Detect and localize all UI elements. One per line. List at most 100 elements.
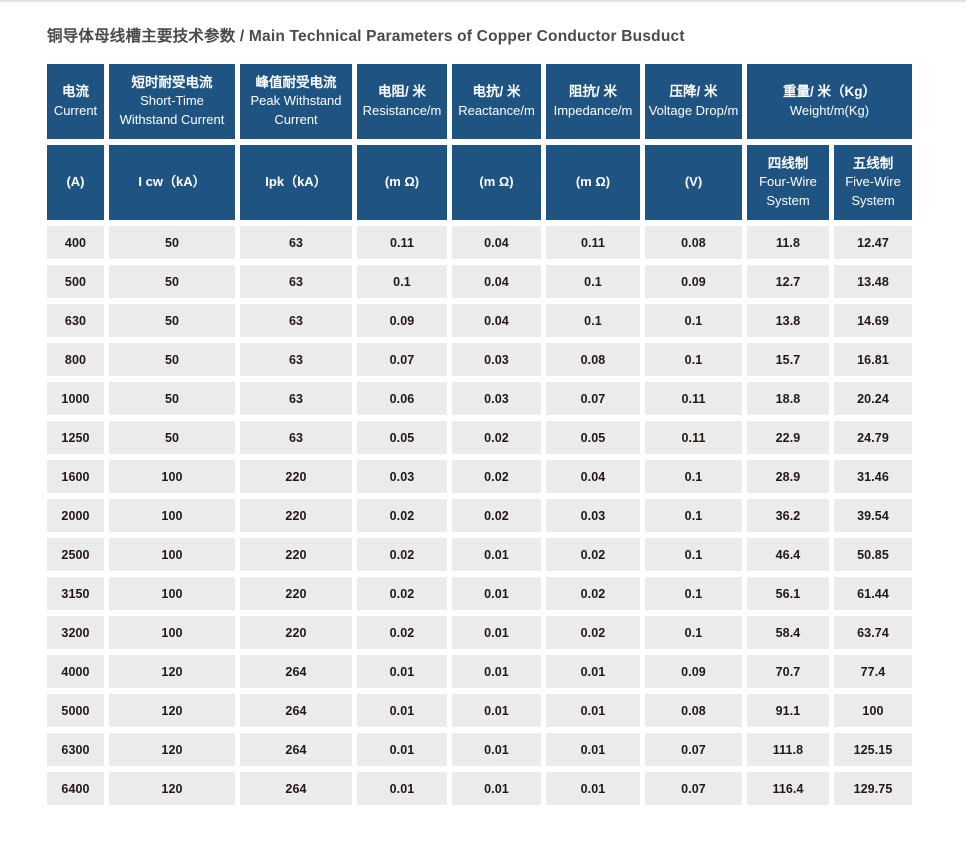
data-cell: 0.02 — [546, 616, 640, 649]
unit-cell-mohm-impedance: (m Ω) — [546, 145, 640, 220]
unit-cell-mohm-resistance: (m Ω) — [357, 145, 447, 220]
data-cell: 3200 — [47, 616, 104, 649]
data-cell: 5000 — [47, 694, 104, 727]
unit-cell-icw: I cw（kA） — [109, 145, 235, 220]
data-cell: 50 — [109, 226, 235, 259]
data-cell: 63 — [240, 304, 352, 337]
header-cell-current: 电流 Current — [47, 64, 104, 139]
data-cell: 0.03 — [452, 382, 541, 415]
header-zh: 峰值耐受电流 — [255, 74, 337, 90]
unit-cell-volts: (V) — [645, 145, 742, 220]
data-cell: 111.8 — [747, 733, 829, 766]
data-cell: 50 — [109, 421, 235, 454]
data-cell: 46.4 — [747, 538, 829, 571]
data-cell: 50 — [109, 343, 235, 376]
data-cell: 70.7 — [747, 655, 829, 688]
data-cell: 0.1 — [645, 343, 742, 376]
data-cell: 100 — [109, 460, 235, 493]
data-cell: 0.05 — [357, 421, 447, 454]
data-cell: 0.09 — [645, 655, 742, 688]
data-cell: 800 — [47, 343, 104, 376]
header-en: Five-Wire System — [845, 174, 901, 209]
data-cell: 0.03 — [546, 499, 640, 532]
header-cell-voltage-drop: 压降/ 米 Voltage Drop/m — [645, 64, 742, 139]
data-cell: 77.4 — [834, 655, 912, 688]
data-cell: 63 — [240, 343, 352, 376]
header-en: Impedance/m — [553, 102, 633, 118]
parameters-table: 电流 Current 短时耐受电流 Short-Time Withstand C… — [47, 64, 913, 805]
data-cell: 0.11 — [645, 382, 742, 415]
header-zh: 阻抗/ 米 — [568, 84, 617, 100]
unit-label: Ipk（kA） — [265, 174, 327, 190]
data-cell: 6300 — [47, 733, 104, 766]
header-zh: 电阻/ 米 — [377, 84, 426, 100]
data-cell: 0.09 — [645, 265, 742, 298]
data-cell: 0.01 — [452, 616, 541, 649]
header-zh: 电流 — [62, 84, 89, 100]
header-cell-impedance: 阻抗/ 米 Impedance/m — [546, 64, 640, 139]
data-cell: 0.01 — [452, 538, 541, 571]
data-cell: 125.15 — [834, 733, 912, 766]
data-cell: 0.01 — [357, 694, 447, 727]
data-cell: 6400 — [47, 772, 104, 805]
data-cell: 2000 — [47, 499, 104, 532]
data-cell: 100 — [109, 616, 235, 649]
header-zh: 四线制 — [767, 155, 809, 171]
data-cell: 0.03 — [357, 460, 447, 493]
data-cell: 1250 — [47, 421, 104, 454]
data-cell: 2500 — [47, 538, 104, 571]
data-cell: 0.1 — [645, 460, 742, 493]
data-cell: 0.04 — [452, 265, 541, 298]
data-cell: 264 — [240, 733, 352, 766]
data-cell: 0.1 — [645, 577, 742, 610]
data-cell: 220 — [240, 577, 352, 610]
data-cell: 0.11 — [546, 226, 640, 259]
data-cell: 0.02 — [452, 460, 541, 493]
data-cell: 28.9 — [747, 460, 829, 493]
header-cell-weight: 重量/ 米（Kg） Weight/m(Kg) — [747, 64, 912, 139]
header-cell-peak-withstand: 峰值耐受电流 Peak Withstand Current — [240, 64, 352, 139]
unit-label: (V) — [684, 174, 703, 190]
data-cell: 13.48 — [834, 265, 912, 298]
unit-label: I cw（kA） — [138, 174, 206, 190]
data-cell: 13.8 — [747, 304, 829, 337]
data-cell: 18.8 — [747, 382, 829, 415]
data-cell: 0.01 — [546, 772, 640, 805]
data-cell: 0.01 — [452, 772, 541, 805]
data-cell: 15.7 — [747, 343, 829, 376]
data-cell: 0.02 — [357, 577, 447, 610]
data-cell: 0.01 — [452, 655, 541, 688]
data-cell: 100 — [834, 694, 912, 727]
data-cell: 50 — [109, 304, 235, 337]
data-cell: 0.04 — [546, 460, 640, 493]
data-cell: 0.1 — [546, 265, 640, 298]
header-zh: 重量/ 米（Kg） — [783, 84, 876, 100]
unit-cell-amps: (A) — [47, 145, 104, 220]
data-cell: 0.11 — [357, 226, 447, 259]
data-cell: 0.01 — [357, 772, 447, 805]
data-cell: 0.07 — [645, 772, 742, 805]
data-cell: 61.44 — [834, 577, 912, 610]
data-cell: 0.01 — [452, 694, 541, 727]
data-cell: 50 — [109, 265, 235, 298]
header-en: Short-Time Withstand Current — [119, 93, 225, 128]
data-cell: 100 — [109, 499, 235, 532]
header-cell-resistance: 电阻/ 米 Resistance/m — [357, 64, 447, 139]
data-cell: 58.4 — [747, 616, 829, 649]
data-cell: 0.03 — [452, 343, 541, 376]
header-en: Peak Withstand Current — [250, 93, 342, 128]
data-cell: 0.02 — [452, 499, 541, 532]
header-en: Weight/m(Kg) — [789, 102, 870, 118]
data-cell: 0.11 — [645, 421, 742, 454]
data-cell: 120 — [109, 772, 235, 805]
header-zh: 五线制 — [852, 155, 894, 171]
data-cell: 63 — [240, 382, 352, 415]
header-en: Voltage Drop/m — [648, 102, 739, 118]
data-cell: 220 — [240, 499, 352, 532]
data-cell: 56.1 — [747, 577, 829, 610]
unit-cell-mohm-reactance: (m Ω) — [452, 145, 541, 220]
header-zh: 电抗/ 米 — [472, 84, 521, 100]
subheader-cell-five-wire: 五线制 Five-Wire System — [834, 145, 912, 220]
data-cell: 0.06 — [357, 382, 447, 415]
data-cell: 0.1 — [645, 304, 742, 337]
